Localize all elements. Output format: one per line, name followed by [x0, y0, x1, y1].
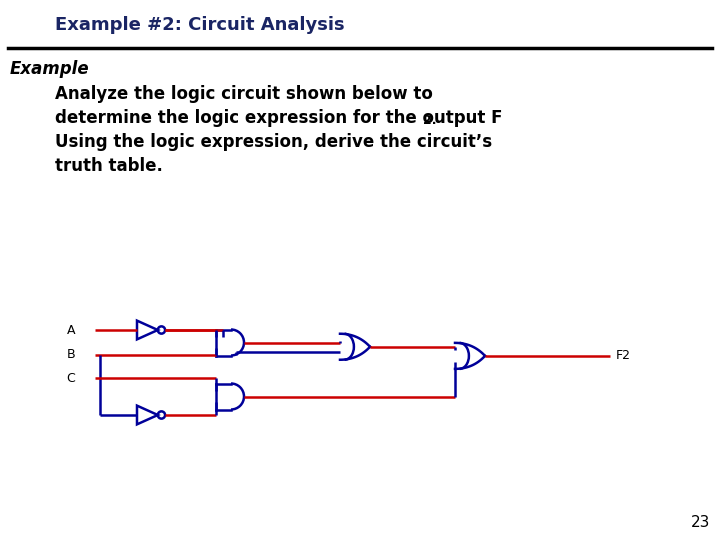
Text: Using the logic expression, derive the circuit’s: Using the logic expression, derive the c…: [55, 133, 492, 151]
Text: 2.: 2.: [423, 114, 436, 127]
Text: Example: Example: [10, 60, 89, 78]
Text: 23: 23: [690, 515, 710, 530]
Text: Example #2: Circuit Analysis: Example #2: Circuit Analysis: [55, 16, 345, 34]
Text: A: A: [66, 323, 75, 336]
Text: determine the logic expression for the output F: determine the logic expression for the o…: [55, 109, 503, 127]
Text: F2: F2: [616, 349, 631, 362]
Text: truth table.: truth table.: [55, 157, 163, 175]
Text: C: C: [66, 372, 75, 384]
Text: Analyze the logic circuit shown below to: Analyze the logic circuit shown below to: [55, 85, 433, 103]
Text: B: B: [66, 348, 75, 361]
